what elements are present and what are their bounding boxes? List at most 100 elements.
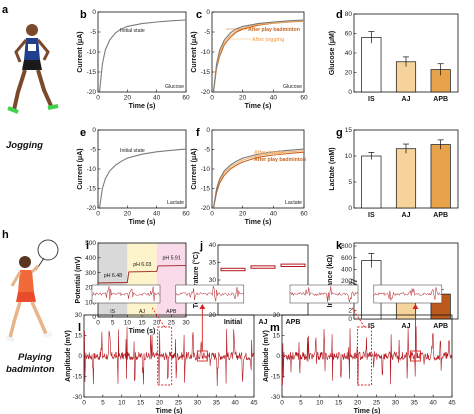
x-tick-label: 0	[96, 320, 100, 327]
y-tick-label: 5	[348, 179, 352, 186]
y-tick-label: 0	[348, 89, 352, 96]
inset-signal	[91, 286, 161, 302]
x-tick-label: 60	[300, 211, 308, 218]
panel-label-c: c	[196, 9, 202, 21]
y-tick-label: -5	[204, 29, 210, 36]
arrow-head	[412, 304, 419, 309]
x-tick-label: 0	[82, 400, 86, 407]
y-tick-label: 60	[345, 31, 353, 38]
bar-aj	[395, 148, 417, 209]
x-axis-label: Time (s)	[129, 103, 156, 110]
y-tick-label: -15	[87, 69, 97, 76]
y-tick-label: 30	[273, 312, 281, 319]
y-tick-label: 40	[209, 242, 217, 249]
y-axis-label: Current (μA)	[77, 31, 84, 72]
y-tick-label: 600	[341, 255, 352, 262]
axis-break	[350, 278, 358, 283]
jogging-runner-illustration	[7, 24, 59, 114]
panel-label-a: a	[2, 4, 9, 16]
chart-g: 0 5 10 15 Lactate (mM) IS AJ APB	[329, 127, 459, 219]
panel-label-l: l	[78, 322, 81, 334]
ph-annotation: pH 6.48	[104, 273, 122, 279]
zoom-inset	[175, 284, 245, 304]
panel-label-m: m	[270, 322, 280, 334]
y-tick-label: 400	[341, 267, 352, 274]
y-tick-label: 0	[206, 127, 210, 134]
bar-is	[361, 155, 382, 209]
x-tick-label: 10	[118, 400, 126, 407]
x-tick-label: 5	[101, 400, 105, 407]
emg-signal	[83, 326, 255, 387]
y-axis-label: Impedance (kΩ)	[327, 255, 334, 308]
x-tick-label: 60	[182, 211, 190, 218]
y-axis-label: Current (μA)	[77, 148, 84, 189]
category-label-is: IS	[368, 96, 375, 103]
x-tick-label: 15	[335, 400, 343, 407]
activity-label-badminton: badminton	[6, 364, 55, 375]
zone-apb	[156, 243, 186, 317]
y-tick-label: 300	[85, 270, 96, 277]
y-tick-label: -10	[201, 49, 211, 56]
x-tick-label: 40	[153, 95, 161, 102]
x-tick-label: 20	[239, 95, 247, 102]
annotation-after-jogging: After jogging	[252, 37, 284, 43]
activity-label-playing: Playing	[18, 352, 52, 363]
x-axis-label: Time (s)	[245, 219, 272, 226]
y-axis-label: Glucose (μM)	[329, 31, 336, 75]
activity-label-jogging: Jogging	[6, 140, 43, 151]
y-tick-label: 2	[348, 307, 352, 314]
y-axis-label: Potential (mV)	[75, 256, 82, 303]
x-tick-label: 20	[354, 400, 362, 407]
x-axis-label: Time (s)	[129, 328, 156, 335]
zone-is	[98, 243, 128, 317]
annotation-after-badminton: After play badminton	[248, 27, 300, 33]
potential-line	[97, 265, 187, 284]
y-tick-label: 0	[92, 314, 96, 321]
series-line-baseline	[212, 148, 305, 209]
y-tick-label: 200	[85, 285, 96, 292]
category-label-aj: AJ	[402, 323, 411, 330]
x-tick-label: 20	[124, 95, 132, 102]
x-tick-label: 45	[448, 400, 456, 407]
y-tick-label: 15	[75, 333, 83, 340]
y-tick-label: 800	[341, 243, 352, 250]
x-tick-label: 5	[111, 320, 115, 327]
panel-label-b: b	[80, 9, 87, 21]
panel-label-h: h	[2, 229, 9, 241]
panel-label-e: e	[80, 127, 86, 139]
y-tick-label: 0	[78, 353, 82, 360]
y-tick-label: 80	[345, 11, 353, 18]
x-tick-label: 45	[250, 400, 258, 407]
category-label-aj: AJ	[259, 319, 268, 326]
ph-annotation: pH 6.03	[133, 262, 151, 268]
y-tick-label: -5	[204, 147, 210, 154]
inset-signal	[289, 286, 358, 302]
corner-label: Glucose	[165, 84, 184, 90]
zoom-inset	[289, 284, 359, 304]
y-axis-label: Amplitude (mV)	[263, 330, 270, 382]
x-tick-label: 40	[231, 400, 239, 407]
temperature-mark-initial	[220, 267, 246, 272]
y-tick-label: 35	[209, 260, 217, 267]
bar-is	[361, 37, 382, 93]
temperature-mark-apb	[280, 263, 306, 268]
x-tick-label: 20	[124, 211, 132, 218]
x-tick-label: 25	[175, 400, 183, 407]
badminton-player-illustration	[5, 239, 59, 342]
y-tick-label: 15	[345, 127, 353, 134]
category-label-initial: Initial	[224, 319, 242, 326]
y-tick-label: -20	[201, 89, 211, 96]
zone-label-is: IS	[110, 309, 115, 315]
x-tick-label: 20	[156, 400, 164, 407]
category-label-is: IS	[368, 323, 375, 330]
x-tick-label: 15	[138, 320, 146, 327]
category-label-aj: AJ	[402, 212, 411, 219]
x-tick-label: 40	[429, 400, 437, 407]
chart-d: 0 20 40 60 80 Glucose (μM) IS AJ APB	[329, 11, 459, 103]
corner-label: Lactate	[167, 200, 184, 206]
highlight-pointer	[351, 306, 365, 328]
x-tick-label: 5	[299, 400, 303, 407]
